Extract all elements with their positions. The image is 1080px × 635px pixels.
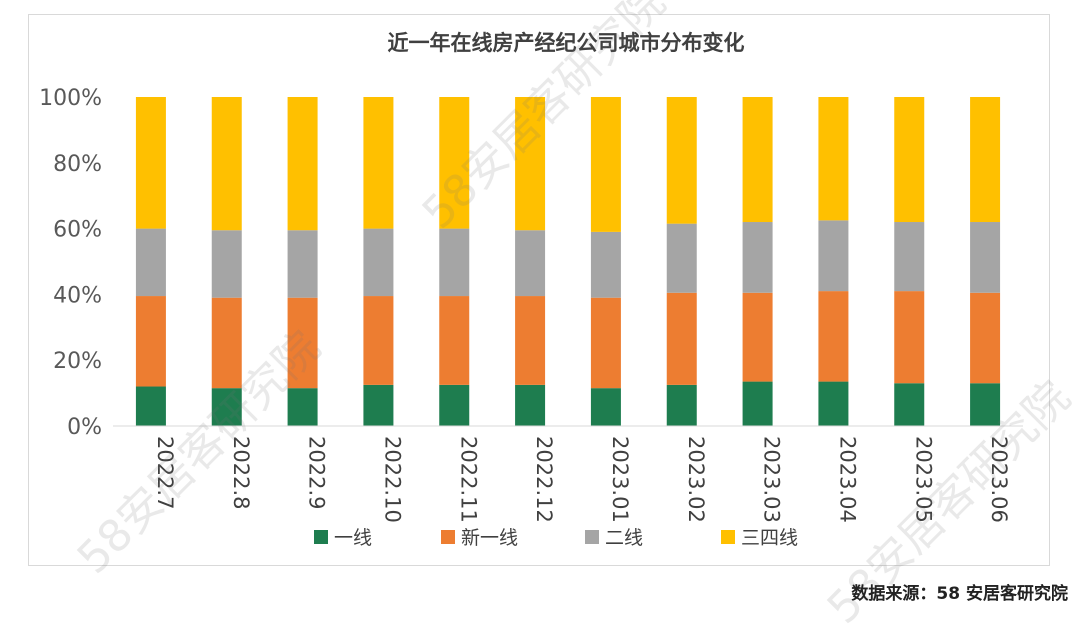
bar-segment [742,381,773,426]
bar-segment [135,228,166,297]
x-tick-label: 2023.05 [911,436,935,523]
bar-segment [970,292,1001,384]
chart-frame: 近一年在线房产经纪公司城市分布变化 0% 20% 40% 60% 80% 100% 2022.… [28,14,1050,566]
bar-segment [590,97,621,232]
bar-segment [363,97,394,229]
x-tick-label: 2022.12 [532,436,556,523]
legend-label: 新一线 [461,527,518,549]
bar-segment [666,292,697,385]
bar-segment [135,296,166,387]
bar-segment [818,381,849,426]
bar-segment [590,388,621,426]
bar-segment [363,228,394,297]
x-tick-label: 2022.11 [456,436,480,523]
bar-segment [439,228,470,297]
bar-segment [439,97,470,229]
bar-segment [515,97,546,231]
bar-segment [211,97,242,231]
bar-segment [894,291,925,384]
x-tick-label: 2022.9 [305,436,329,509]
chart-svg: 近一年在线房产经纪公司城市分布变化 0% 20% 40% 60% 80% 100% 2022.… [39,31,1023,549]
y-tick-label: 0% [67,415,102,440]
bar-segment [439,296,470,385]
bar-segment [894,222,925,292]
x-tick-label: 2022.8 [229,436,253,509]
source-note: 数据来源：58 安居客研究院 [851,584,1068,604]
x-tick-label: 2023.04 [835,436,859,523]
legend-label: 三四线 [741,527,798,549]
x-tick-label: 2022.10 [380,436,404,523]
bar-segment [666,223,697,293]
bar-segment [970,383,1001,426]
bar-segment [970,97,1001,223]
bar-segment [439,384,470,426]
bar-segment [742,222,773,293]
bar-segment [287,230,318,298]
bar-segment [818,291,849,382]
bar-segment [515,230,546,297]
legend-swatch [721,530,735,544]
y-tick-label: 100% [39,86,102,111]
bar-segment [363,384,394,426]
bar-segment [818,220,849,292]
bar-segment [818,97,849,221]
legend-swatch [441,530,455,544]
x-tick-label: 2023.03 [760,436,784,523]
y-tick-label: 60% [53,218,102,243]
legend-swatch [585,530,599,544]
bar-segment [135,386,166,426]
x-tick-label: 2023.02 [684,436,708,523]
bar-segment [666,97,697,224]
legend-label: 二线 [605,527,643,549]
bar-segment [742,292,773,382]
x-tick-label: 2023.06 [987,436,1011,523]
x-tick-label: 2023.01 [608,436,632,523]
bar-segment [287,97,318,231]
bar-segment [211,388,242,426]
chart-title: 近一年在线房产经纪公司城市分布变化 [388,31,745,55]
bar-segment [894,97,925,223]
bar-segment [363,296,394,385]
legend-label: 一线 [334,527,372,549]
bar-segment [970,222,1001,293]
bar-segment [666,384,697,426]
bar-segment [742,97,773,223]
y-tick-label: 80% [53,152,102,177]
bar-segment [515,296,546,385]
bar-segment [894,383,925,426]
bar-segment [590,231,621,298]
bar-segment [287,388,318,426]
bar-segment [590,297,621,389]
legend-swatch [314,530,328,544]
bar-segment [287,297,318,389]
bar-segment [515,384,546,426]
bar-segment [135,97,166,229]
bar-segment [211,297,242,389]
y-tick-label: 40% [53,283,102,308]
x-tick-label: 2022.7 [153,436,177,509]
y-tick-label: 20% [53,349,102,374]
bar-segment [211,230,242,298]
